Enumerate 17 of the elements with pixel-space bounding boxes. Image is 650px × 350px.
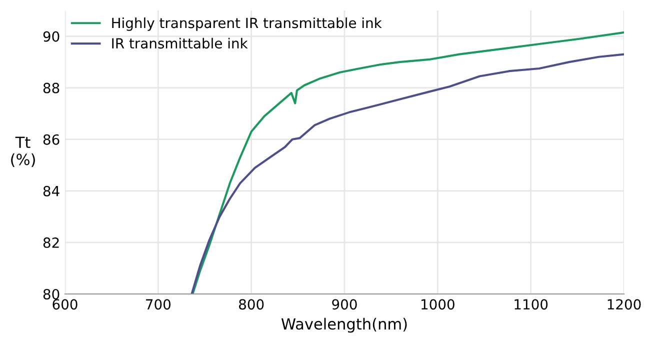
legend-label: IR transmittable ink [112,38,248,49]
y-tick-label: 84 [43,186,60,196]
x-axis-title: Wavelength(nm) [281,318,407,333]
x-tick-label: 600 [52,299,78,310]
y-tick-label: 90 [43,31,60,42]
y-tick-label: 88 [43,82,60,94]
x-tick-label: 700 [146,299,170,310]
y-tick-label: 86 [43,134,60,145]
y-tick-label: 80 [43,288,60,300]
legend-label: Highly transparent IR transmittable ink [112,17,382,31]
x-tick-label: 1200 [608,299,641,310]
x-tick-label: 800 [239,299,264,310]
x-tick-label: 1100 [514,299,548,310]
y-tick-label: 82 [43,237,59,248]
y-axis-title: Tt (%) [11,136,35,168]
x-tick-label: 1000 [422,299,454,310]
x-tick-label: 900 [332,299,357,310]
